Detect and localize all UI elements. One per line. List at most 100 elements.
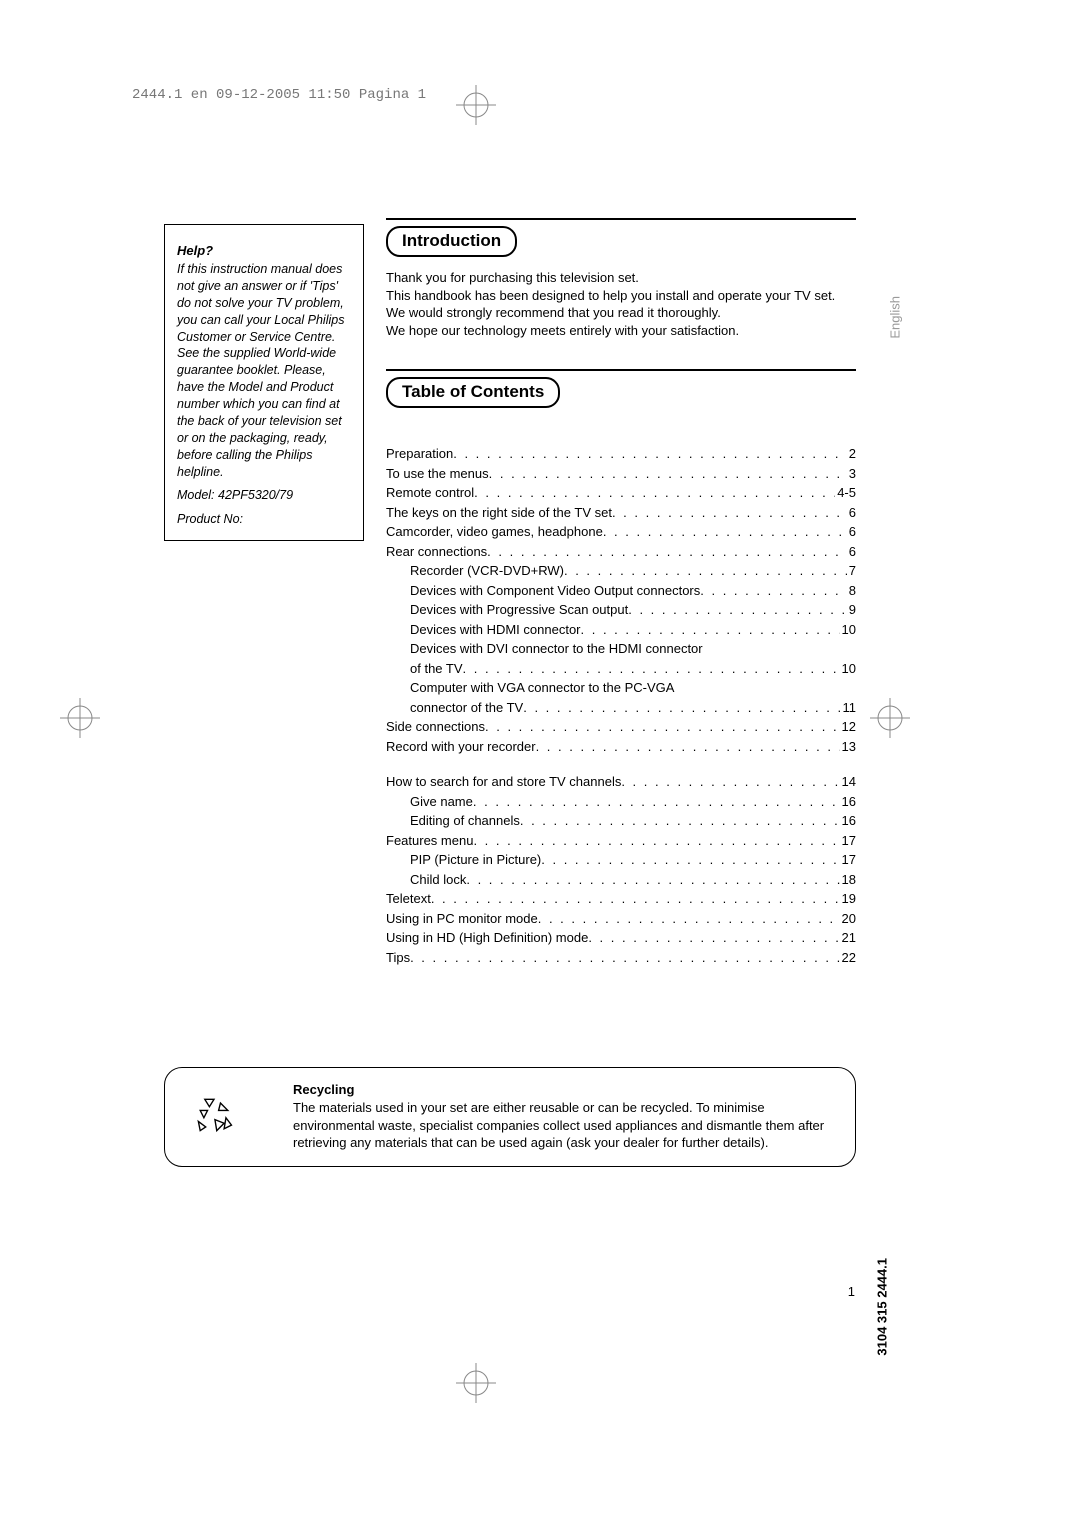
toc-leader (538, 909, 840, 929)
toc-leader (588, 928, 839, 948)
toc-leader (473, 792, 840, 812)
toc-label: PIP (Picture in Picture) (410, 850, 541, 870)
toc-row: Preparation 2 (386, 444, 856, 464)
toc-label: Remote control (386, 483, 474, 503)
toc-row: Using in HD (High Definition) mode 21 (386, 928, 856, 948)
toc-leader (453, 444, 847, 464)
toc-row: How to search for and store TV channels … (386, 772, 856, 792)
recycling-icon (191, 1092, 237, 1138)
toc-page: 7 (847, 561, 856, 581)
toc-label: Recorder (VCR-DVD+RW) (410, 561, 564, 581)
toc-label: Features menu (386, 831, 473, 851)
toc-leader (700, 581, 847, 601)
toc-label: Tips (386, 948, 410, 968)
toc-page: 9 (847, 600, 856, 620)
toc-page: 22 (840, 948, 856, 968)
toc-leader (466, 870, 839, 890)
recycling-title: Recycling (293, 1082, 837, 1097)
crop-mark-right (870, 698, 910, 738)
toc-label: Teletext (386, 889, 431, 909)
toc-page: 16 (840, 792, 856, 812)
toc-label: of the TV (410, 659, 463, 679)
toc-list: Preparation 2To use the menus 3Remote co… (386, 444, 856, 967)
toc-leader (487, 542, 847, 562)
toc-label: Camcorder, video games, headphone (386, 522, 603, 542)
language-tab: English (888, 296, 903, 339)
toc-page: 17 (840, 850, 856, 870)
recycling-body: The materials used in your set are eithe… (293, 1099, 837, 1152)
toc-page: 12 (840, 717, 856, 737)
toc-label: Child lock (410, 870, 466, 890)
toc-leader (474, 483, 835, 503)
toc-row: Teletext 19 (386, 889, 856, 909)
crop-mark-left (60, 698, 100, 738)
toc-row: Remote control 4-5 (386, 483, 856, 503)
toc-page: 10 (840, 659, 856, 679)
help-body: If this instruction manual does not give… (177, 261, 351, 480)
intro-p1: Thank you for purchasing this television… (386, 269, 856, 287)
toc-rule (386, 369, 856, 371)
help-box: Help? If this instruction manual does no… (164, 224, 364, 541)
toc-heading: Table of Contents (386, 377, 560, 408)
toc-label: Computer with VGA connector to the PC-VG… (410, 678, 674, 698)
toc-page: 6 (847, 522, 856, 542)
toc-page: 8 (847, 581, 856, 601)
recycling-box: Recycling The materials used in your set… (164, 1067, 856, 1167)
toc-leader (536, 737, 840, 757)
toc-page: 14 (840, 772, 856, 792)
toc-leader (564, 561, 847, 581)
toc-row: Using in PC monitor mode 20 (386, 909, 856, 929)
toc-leader (603, 522, 847, 542)
toc-leader (520, 811, 840, 831)
toc-page: 6 (847, 503, 856, 523)
toc-label: The keys on the right side of the TV set (386, 503, 612, 523)
toc-label: Using in HD (High Definition) mode (386, 928, 588, 948)
toc-leader (523, 698, 840, 718)
help-model: Model: 42PF5320/79 (177, 488, 351, 502)
toc-leader (581, 620, 840, 640)
toc-label: Record with your recorder (386, 737, 536, 757)
toc-row: Child lock 18 (386, 870, 856, 890)
toc-label: Give name (410, 792, 473, 812)
toc-row: Give name 16 (386, 792, 856, 812)
toc-page: 17 (840, 831, 856, 851)
toc-row: PIP (Picture in Picture) 17 (386, 850, 856, 870)
toc-row: Editing of channels 16 (386, 811, 856, 831)
toc-leader (612, 503, 847, 523)
toc-label: How to search for and store TV channels (386, 772, 621, 792)
toc-leader (473, 831, 839, 851)
intro-rule (386, 218, 856, 220)
toc-page: 10 (840, 620, 856, 640)
toc-row: Recorder (VCR-DVD+RW) 7 (386, 561, 856, 581)
toc-row: Camcorder, video games, headphone 6 (386, 522, 856, 542)
toc-row: Rear connections 6 (386, 542, 856, 562)
help-product: Product No: (177, 512, 351, 526)
toc-label: Devices with Component Video Output conn… (410, 581, 700, 601)
toc-label: Using in PC monitor mode (386, 909, 538, 929)
toc-label: Devices with Progressive Scan output (410, 600, 628, 620)
toc-leader (621, 772, 839, 792)
toc-row: Tips 22 (386, 948, 856, 968)
toc-label: To use the menus (386, 464, 489, 484)
toc-page: 13 (840, 737, 856, 757)
toc-page: 20 (840, 909, 856, 929)
toc-page: 3 (847, 464, 856, 484)
toc-row: connector of the TV 11 (386, 698, 856, 718)
toc-label: Devices with DVI connector to the HDMI c… (410, 639, 703, 659)
intro-p3: We hope our technology meets entirely wi… (386, 322, 856, 340)
toc-row: To use the menus 3 (386, 464, 856, 484)
toc-label: Preparation (386, 444, 453, 464)
toc-row: Side connections 12 (386, 717, 856, 737)
crop-mark-bottom (456, 1363, 496, 1403)
toc-row: Devices with DVI connector to the HDMI c… (386, 639, 856, 659)
toc-leader (463, 659, 840, 679)
intro-p2: This handbook has been designed to help … (386, 287, 856, 322)
toc-label: Rear connections (386, 542, 487, 562)
toc-label: Devices with HDMI connector (410, 620, 581, 640)
main-column: Introduction Thank you for purchasing th… (386, 218, 856, 967)
toc-row: of the TV 10 (386, 659, 856, 679)
toc-page: 16 (840, 811, 856, 831)
toc-page: 6 (847, 542, 856, 562)
toc-row: Computer with VGA connector to the PC-VG… (386, 678, 856, 698)
toc-row: The keys on the right side of the TV set… (386, 503, 856, 523)
